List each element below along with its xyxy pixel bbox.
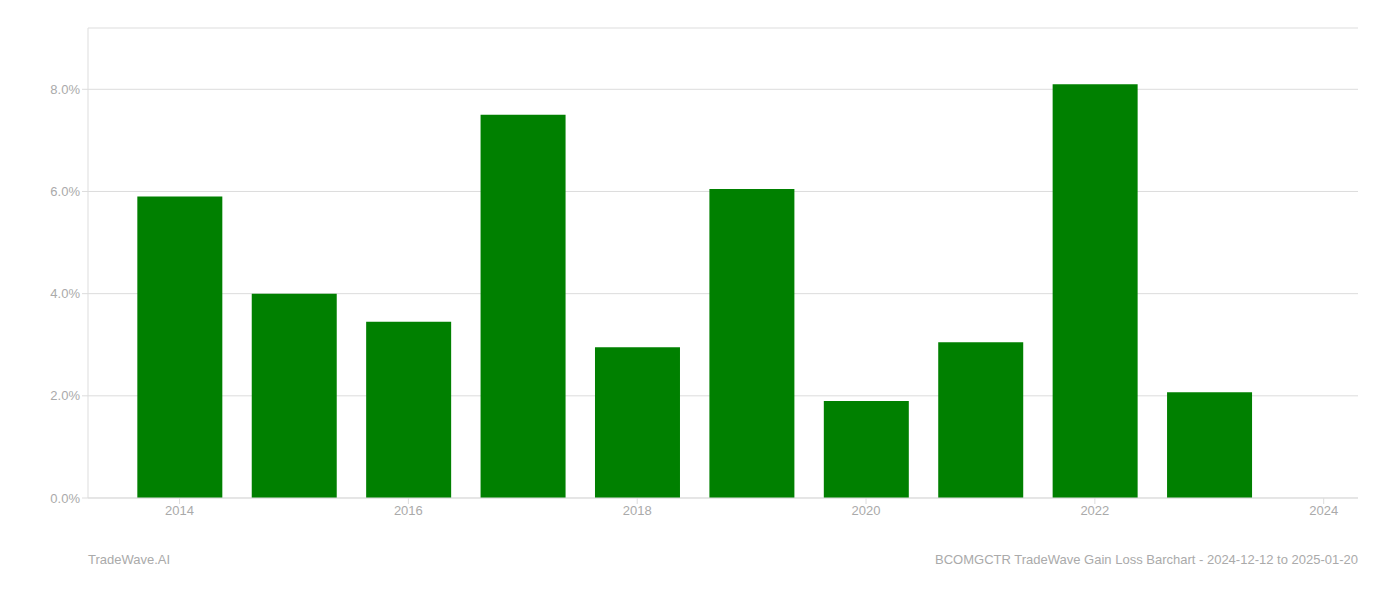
svg-text:2016: 2016: [394, 503, 423, 518]
svg-text:2020: 2020: [852, 503, 881, 518]
html-text:TradeWave.AI: TradeWave.AI: [88, 552, 171, 567]
svg-text:6.0%: 6.0%: [50, 184, 80, 199]
svg-text:2014: 2014: [165, 503, 194, 518]
svg-text:8.0%: 8.0%: [50, 82, 80, 97]
svg-text:0.0%: 0.0%: [50, 491, 80, 506]
svg-text:2022: 2022: [1080, 503, 1109, 518]
html-text:BCOMGCTR TradeWave Gain Loss B: BCOMGCTR TradeWave Gain Loss Barchart - …: [935, 552, 1358, 567]
svg-text:4.0%: 4.0%: [50, 286, 80, 301]
svg-text:2018: 2018: [623, 503, 652, 518]
svg-text:2024: 2024: [1309, 503, 1338, 518]
svg-text:2.0%: 2.0%: [50, 388, 80, 403]
